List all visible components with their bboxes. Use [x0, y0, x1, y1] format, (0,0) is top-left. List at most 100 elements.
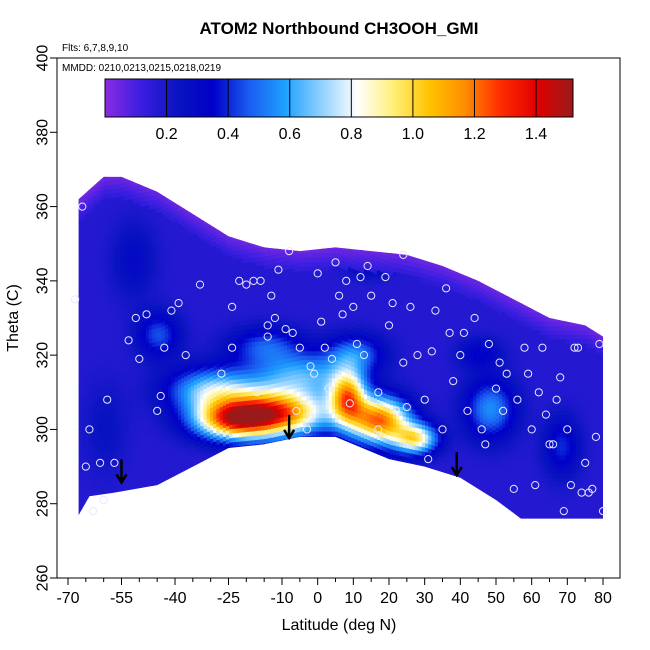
- heatmap-cell: [78, 473, 83, 479]
- heatmap-cell: [338, 236, 343, 242]
- heatmap-cell: [78, 308, 79, 314]
- heatmap-cell: [206, 364, 211, 370]
- heatmap-cell: [107, 483, 111, 489]
- heatmap-cell: [145, 195, 150, 201]
- heatmap-cell: [78, 384, 79, 390]
- heatmap-cell: [97, 181, 102, 187]
- heatmap-cell: [139, 295, 144, 301]
- heatmap-cell: [306, 239, 311, 245]
- heatmap-cell: [232, 450, 237, 456]
- heatmap-cell: [100, 328, 105, 334]
- heatmap-cell: [113, 223, 118, 229]
- heatmap-cell: [78, 424, 83, 430]
- heatmap-cell: [149, 355, 153, 361]
- heatmap-cell: [91, 236, 95, 242]
- heatmap-cell: [174, 389, 179, 395]
- heatmap-cell: [142, 392, 147, 398]
- heatmap-cell: [78, 442, 79, 448]
- heatmap-cell: [174, 367, 179, 373]
- heatmap-cell: [91, 178, 95, 184]
- heatmap-cell: [129, 461, 134, 467]
- heatmap-cell: [84, 373, 89, 379]
- heatmap-cell: [116, 410, 121, 416]
- heatmap-cell: [270, 263, 275, 269]
- heatmap-cell: [149, 378, 153, 384]
- heatmap-cell: [104, 274, 108, 280]
- heatmap-cell: [335, 274, 339, 280]
- heatmap-cell: [78, 504, 83, 510]
- heatmap-cell: [123, 169, 127, 174]
- heatmap-cell: [84, 190, 89, 196]
- heatmap-cell: [238, 369, 243, 375]
- heatmap-cell: [129, 372, 134, 378]
- heatmap-cell: [100, 363, 105, 369]
- heatmap-cell: [81, 214, 86, 220]
- heatmap-cell: [107, 398, 111, 404]
- heatmap-cell: [110, 487, 115, 493]
- heatmap-cell: [174, 291, 179, 297]
- heatmap-cell: [110, 353, 115, 359]
- heatmap-cell: [110, 402, 115, 408]
- heatmap-cell: [145, 218, 150, 224]
- heatmap-cell: [136, 478, 140, 484]
- heatmap-cell: [126, 444, 131, 450]
- heatmap-cell: [322, 439, 327, 445]
- heatmap-cell: [81, 205, 86, 211]
- heatmap-cell: [129, 278, 134, 284]
- heatmap-cell: [84, 217, 89, 223]
- heatmap-cell: [152, 457, 156, 463]
- heatmap-cell: [88, 354, 92, 360]
- heatmap-cell: [123, 467, 128, 473]
- heatmap-cell: [110, 429, 115, 435]
- heatmap-cell: [97, 462, 102, 468]
- heatmap-cell: [84, 444, 89, 450]
- heatmap-cell: [94, 195, 99, 201]
- heatmap-cell: [123, 235, 128, 241]
- heatmap-cell: [139, 406, 144, 412]
- heatmap-cell: [142, 383, 147, 389]
- heatmap-cell: [107, 420, 111, 426]
- heatmap-cell: [116, 290, 121, 296]
- heatmap-cell: [149, 395, 153, 401]
- heatmap-cell: [116, 388, 121, 394]
- heatmap-cell: [206, 337, 211, 343]
- heatmap-cell: [107, 496, 111, 502]
- heatmap-cell: [335, 430, 339, 436]
- heatmap-cell: [149, 453, 153, 459]
- heatmap-cell: [94, 462, 99, 468]
- heatmap-cell: [107, 460, 111, 466]
- heatmap-cell: [78, 401, 79, 407]
- heatmap-cell: [139, 330, 144, 336]
- heatmap-cell: [97, 261, 102, 267]
- heatmap-cell: [123, 182, 128, 188]
- heatmap-cell: [97, 297, 102, 303]
- heatmap-cell: [107, 304, 111, 310]
- heatmap-cell: [97, 333, 102, 339]
- heatmap-cell: [94, 449, 99, 455]
- heatmap-cell: [104, 358, 108, 364]
- heatmap-cell: [129, 252, 134, 258]
- heatmap-cell: [84, 427, 89, 433]
- heatmap-cell: [123, 190, 128, 196]
- heatmap-cell: [126, 426, 131, 432]
- heatmap-cell: [126, 364, 131, 370]
- heatmap-cell: [100, 323, 105, 329]
- heatmap-cell: [126, 266, 131, 272]
- heatmap-cell: [174, 434, 179, 440]
- heatmap-cell: [149, 257, 153, 263]
- heatmap-cell: [104, 443, 108, 449]
- heatmap-cell: [238, 325, 243, 331]
- heatmap-cell: [149, 467, 153, 473]
- heatmap-cell: [123, 176, 128, 179]
- heatmap-cell: [149, 369, 153, 375]
- heatmap-cell: [107, 345, 111, 351]
- heatmap-cell: [110, 482, 115, 488]
- heatmap-cell: [139, 370, 144, 376]
- heatmap-cell: [104, 412, 108, 418]
- heatmap-cell: [174, 349, 179, 355]
- heatmap-cell: [136, 197, 140, 203]
- heatmap-cell: [136, 384, 140, 390]
- heatmap-cell: [113, 433, 118, 439]
- heatmap-cell: [331, 239, 336, 245]
- heatmap-cell: [126, 270, 131, 276]
